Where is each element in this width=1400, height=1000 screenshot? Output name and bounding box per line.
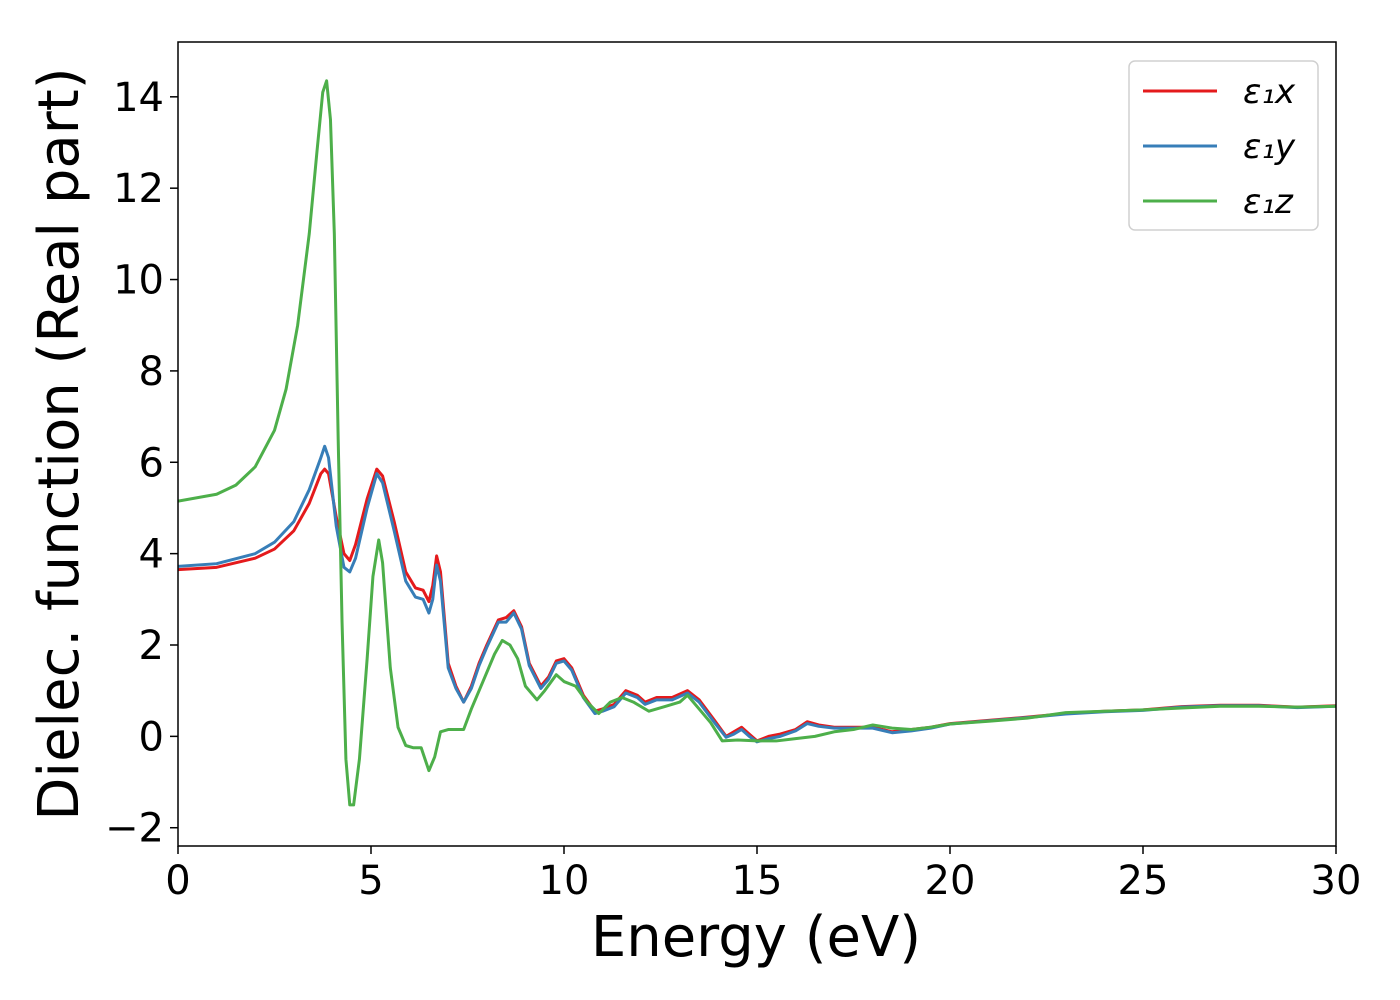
- y-tick-label: 14: [113, 75, 164, 121]
- y-tick-label: 8: [139, 349, 164, 395]
- series-line-2: [178, 444, 1336, 744]
- legend-label: ε₁z: [1243, 182, 1294, 222]
- y-tick-label: 4: [139, 532, 164, 578]
- x-tick-label: 20: [925, 858, 976, 904]
- x-axis-label: Energy (eV): [591, 905, 921, 970]
- x-tick-label: 0: [165, 858, 190, 904]
- legend-label: ε₁y: [1243, 127, 1296, 167]
- legend-label: ε₁x: [1243, 72, 1296, 112]
- series-line-1: [178, 467, 1336, 743]
- y-tick-label: 0: [139, 714, 164, 760]
- x-tick-label: 10: [539, 858, 590, 904]
- x-tick-label: 25: [1118, 858, 1169, 904]
- y-tick-label: 10: [113, 258, 164, 304]
- legend: ε₁x ε₁y ε₁z: [1128, 60, 1319, 231]
- y-axis-label: Dielec. function (Real part): [27, 67, 92, 820]
- y-tick-label: 12: [113, 166, 164, 212]
- plot-area: [178, 79, 1336, 807]
- x-tick-label: 15: [732, 858, 783, 904]
- y-tick-label: −2: [105, 806, 164, 852]
- series-line-3: [178, 79, 1336, 807]
- x-tick-label: 30: [1311, 858, 1362, 904]
- legend-box: [1128, 60, 1319, 231]
- y-tick-label: 2: [139, 623, 164, 669]
- y-tick-label: 6: [139, 440, 164, 486]
- x-tick-label: 5: [358, 858, 383, 904]
